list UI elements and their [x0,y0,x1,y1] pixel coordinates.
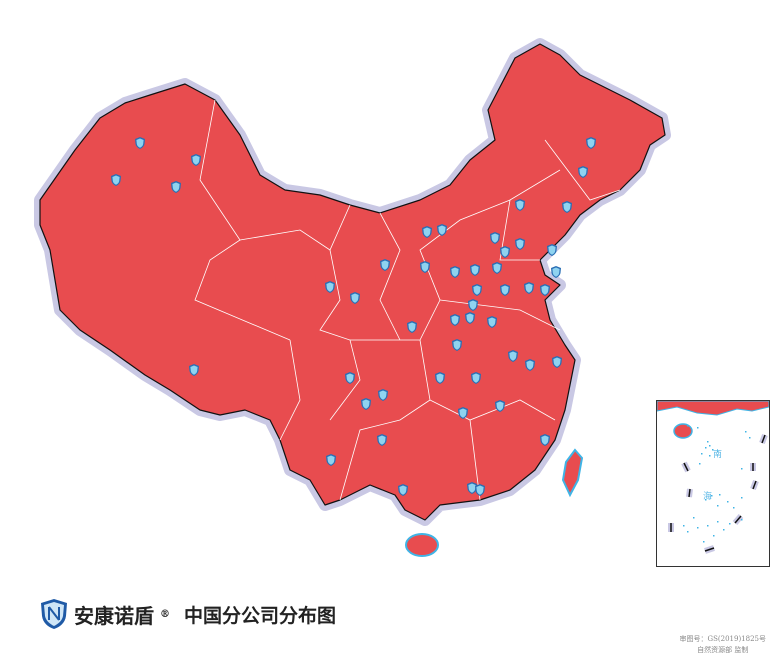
map-subtitle: 中国分公司分布图 [184,604,337,627]
shield-icon[interactable] [191,154,201,166]
inset-label-south: 南 [713,450,723,460]
province-border [439,299,561,331]
shield-icon[interactable] [111,174,121,186]
hainan [405,533,439,557]
approval-note: 审图号：GS(2019)1825号 自然资源部 监制 [680,634,766,656]
province-border [279,339,301,441]
shield-icon[interactable] [326,454,336,466]
south-china-sea-inset: 南 海 [656,400,770,567]
shield-icon[interactable] [450,314,460,326]
shield-icon[interactable] [380,259,390,271]
shield-icon[interactable] [361,398,371,410]
taiwan [561,448,584,498]
shield-logo-icon [41,599,67,629]
province-border [544,139,621,201]
province-border [499,199,540,261]
shield-icon[interactable] [562,201,572,213]
shield-icon[interactable] [325,281,335,293]
shield-icon[interactable] [458,407,468,419]
shield-icon[interactable] [135,137,145,149]
shield-icon[interactable] [525,359,535,371]
shield-icon[interactable] [189,364,199,376]
mainland [39,43,666,521]
inset-label-sea: 海 [703,492,713,502]
shield-icon[interactable] [437,224,447,236]
province-border [319,249,361,421]
shield-icon[interactable] [540,434,550,446]
shield-icon[interactable] [487,316,497,328]
shield-icon[interactable] [468,299,478,311]
shield-icon[interactable] [515,238,525,250]
province-border [194,99,291,341]
shield-icon[interactable] [452,339,462,351]
approval-issuer: 自然资源部 监制 [697,646,749,654]
shield-icon[interactable] [450,266,460,278]
shield-icon[interactable] [495,400,505,412]
shield-icon[interactable] [508,350,518,362]
map-title: 安康诺盾 ® 中国分公司分布图 [40,598,336,630]
province-border [379,212,401,341]
shield-icon[interactable] [547,244,557,256]
shield-icon[interactable] [578,166,588,178]
shield-icon[interactable] [465,312,475,324]
shield-icon[interactable] [398,484,408,496]
shield-icon[interactable] [515,199,525,211]
shield-icon[interactable] [420,261,430,273]
shield-icon[interactable] [350,292,360,304]
shield-icon[interactable] [422,226,432,238]
shield-icon[interactable] [472,284,482,296]
shield-icon[interactable] [435,372,445,384]
shield-icon[interactable] [377,434,387,446]
shield-icon[interactable] [551,266,561,278]
shield-icon[interactable] [407,321,417,333]
shield-icon[interactable] [470,264,480,276]
approval-number: 审图号：GS(2019)1825号 [679,635,766,643]
shield-icon[interactable] [524,282,534,294]
registered-mark: ® [160,608,170,620]
shield-icon[interactable] [490,232,500,244]
shield-icon[interactable] [552,356,562,368]
province-border [339,339,431,501]
province-border [239,204,351,251]
shield-icon[interactable] [345,372,355,384]
shield-icon[interactable] [500,284,510,296]
shield-icon[interactable] [540,284,550,296]
shield-icon[interactable] [378,389,388,401]
shield-icon[interactable] [500,246,510,258]
shield-icon[interactable] [586,137,596,149]
shield-icon[interactable] [471,372,481,384]
shield-icon[interactable] [171,181,181,193]
shield-icon[interactable] [492,262,502,274]
brand-name: 安康诺盾 [74,603,154,628]
shield-icon[interactable] [467,482,477,494]
shield-icon[interactable] [475,484,485,496]
province-border [429,399,556,421]
